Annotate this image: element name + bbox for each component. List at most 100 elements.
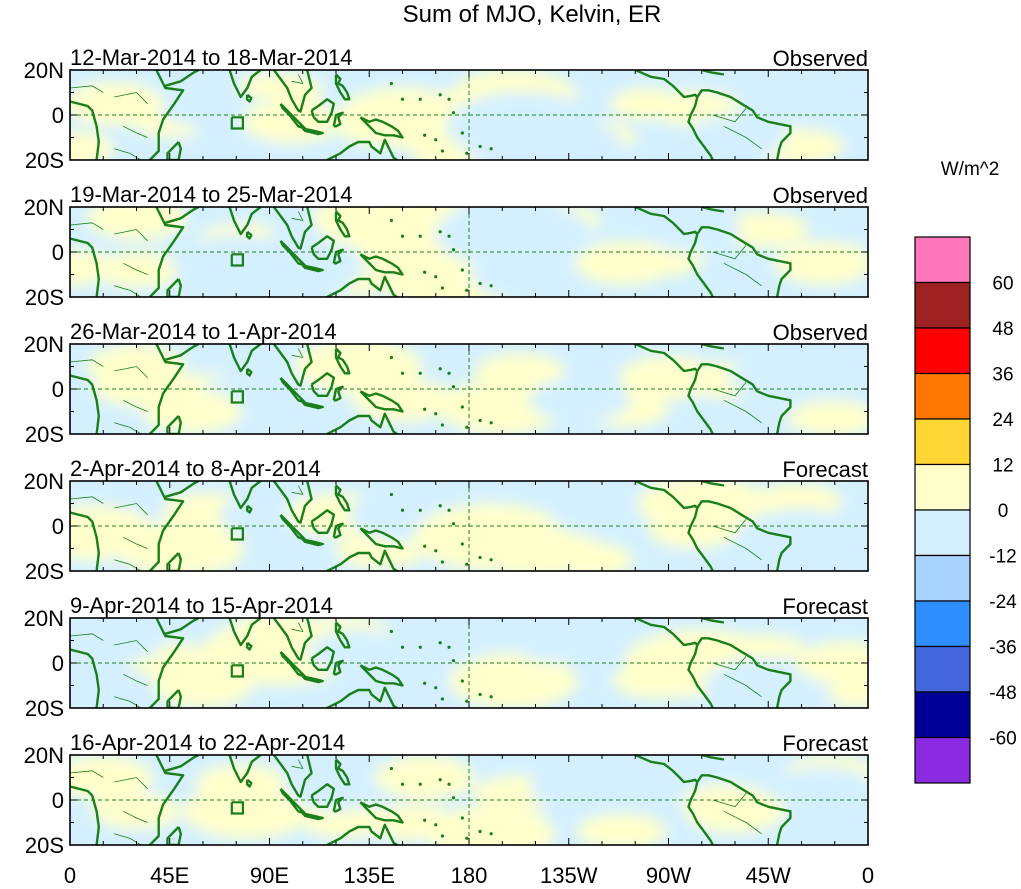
colorbar-level-label: 12 xyxy=(992,456,1013,477)
island xyxy=(478,555,482,560)
longitude-label: 135E xyxy=(344,863,395,888)
island xyxy=(418,234,422,238)
coastline xyxy=(687,781,714,845)
island xyxy=(434,275,438,279)
island xyxy=(447,782,451,786)
anomaly-contour xyxy=(685,115,785,160)
coastlines xyxy=(70,618,792,708)
country-border xyxy=(712,793,747,808)
coastline xyxy=(70,648,100,708)
coastline xyxy=(325,412,400,434)
coastline xyxy=(696,637,792,708)
coastline xyxy=(272,481,313,524)
panel-date-range: 12-Mar-2014 to 18-Mar-2014 xyxy=(70,45,352,70)
anomaly-contour xyxy=(773,766,868,811)
country-border xyxy=(712,108,747,123)
island xyxy=(423,270,427,274)
coastline xyxy=(634,755,699,784)
island xyxy=(447,508,451,512)
map-panel: 20N 0 20S 16-Apr-2014 to 22-Apr-2014 Forecas… xyxy=(24,730,869,858)
coastlines xyxy=(70,481,792,571)
anomaly-contour xyxy=(427,805,556,845)
anomaly-contour xyxy=(70,618,165,663)
coastline xyxy=(687,370,714,434)
country-border xyxy=(123,125,148,138)
coastline xyxy=(164,70,200,87)
coastline xyxy=(634,344,699,373)
island xyxy=(451,522,456,526)
island xyxy=(451,796,456,800)
coastline xyxy=(696,500,792,571)
latitude-label: 0 xyxy=(52,240,64,265)
anomaly-neutral-patch xyxy=(752,483,843,520)
coastline xyxy=(245,778,253,788)
panel-kind-label: Observed xyxy=(773,320,868,345)
coastline xyxy=(334,621,351,649)
colorbar-level-label: -12 xyxy=(989,547,1016,568)
colorbar-swatch xyxy=(914,418,971,466)
coastline xyxy=(70,785,100,845)
figure-title: Sum of MJO, Kelvin, ER xyxy=(403,1,662,28)
longitude-label: 0 xyxy=(862,863,874,888)
coastline xyxy=(332,111,344,128)
island xyxy=(451,659,456,663)
latitude-label: 20S xyxy=(25,696,64,721)
latitude-label: 20S xyxy=(25,285,64,310)
coastlines xyxy=(70,344,792,434)
panel-date-range: 9-Apr-2014 to 15-Apr-2014 xyxy=(70,593,333,618)
region-box xyxy=(230,801,244,815)
island xyxy=(440,149,444,153)
coastline xyxy=(301,812,324,821)
coastline xyxy=(245,367,253,377)
island xyxy=(451,111,456,115)
country-border xyxy=(114,366,148,379)
country-border xyxy=(712,245,747,260)
coastline xyxy=(70,100,100,160)
coastline xyxy=(696,363,792,434)
coastline xyxy=(359,527,404,550)
anomaly-contour xyxy=(471,246,600,297)
coastline xyxy=(334,758,351,786)
colorbar-swatch xyxy=(914,554,971,602)
region-box xyxy=(230,390,244,404)
colorbar-swatch xyxy=(914,691,971,739)
colorbar-swatch xyxy=(914,736,971,784)
island xyxy=(440,560,444,564)
country-border xyxy=(114,229,148,242)
latitude-label: 20S xyxy=(25,422,64,447)
panel-kind-label: Observed xyxy=(773,46,868,71)
coastline xyxy=(70,511,100,571)
country-border xyxy=(70,770,104,778)
anomaly-neutral-patch xyxy=(299,802,390,839)
longitude-label: 180 xyxy=(451,863,488,888)
island xyxy=(460,268,464,272)
coastline xyxy=(359,390,404,413)
island xyxy=(447,234,451,238)
island xyxy=(438,230,442,234)
coastline xyxy=(272,70,313,113)
island xyxy=(434,823,438,827)
coastline xyxy=(166,415,182,434)
country-border xyxy=(70,496,104,504)
units-label: W/m^2 xyxy=(941,159,1000,180)
colorbar-level-label: -48 xyxy=(989,683,1016,704)
country-border xyxy=(114,640,148,653)
island xyxy=(465,699,469,703)
island xyxy=(478,418,482,423)
coastline xyxy=(272,207,313,250)
colorbar-swatch xyxy=(914,236,971,284)
coastline xyxy=(310,235,335,260)
panel-kind-label: Forecast xyxy=(782,731,868,756)
panel-kind-label: Observed xyxy=(773,183,868,208)
coastline xyxy=(359,253,404,276)
anomaly-neutral-patch xyxy=(70,130,115,160)
colorbar-swatch xyxy=(914,509,971,557)
coastline xyxy=(634,70,699,99)
latitude-label: 20N xyxy=(24,58,64,83)
latitude-label: 20S xyxy=(25,148,64,173)
colorbar-level-label: 0 xyxy=(998,501,1009,522)
island xyxy=(400,782,405,786)
panel-date-range: 16-Apr-2014 to 22-Apr-2014 xyxy=(70,730,345,755)
coastline xyxy=(696,774,792,845)
anomaly-contour xyxy=(529,766,630,811)
